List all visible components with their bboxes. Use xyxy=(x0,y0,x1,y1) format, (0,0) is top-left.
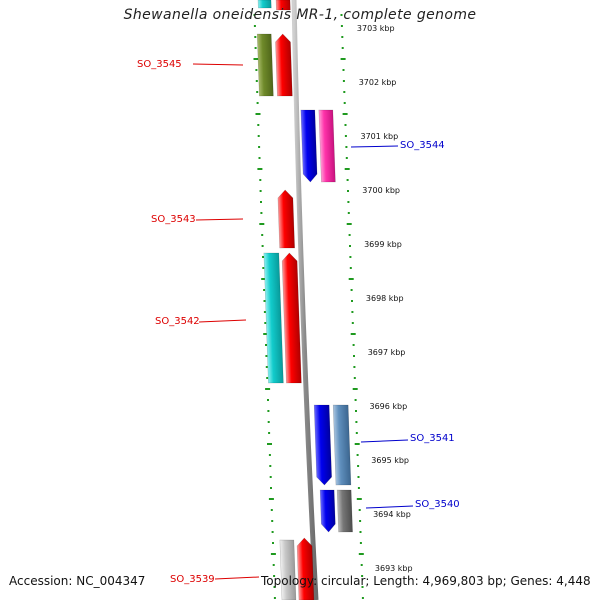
genome-title: Shewanella oneidensis MR-1, complete gen… xyxy=(123,7,477,23)
gene-arrow-so3543 xyxy=(277,189,295,249)
genome-backbone xyxy=(291,0,319,600)
gene-leader-line xyxy=(350,145,399,148)
gene-arrow-so3544-pink xyxy=(318,109,336,183)
tick-label: 3701 kbp xyxy=(361,132,399,141)
gene-label: SO_3540 xyxy=(415,499,460,510)
genome-summary-text: Topology: circular; Length: 4,969,803 bp… xyxy=(261,574,591,588)
ruler-right-dots xyxy=(340,14,364,599)
tick-label: 3703 kbp xyxy=(357,24,395,33)
gene-label: SO_3544 xyxy=(400,140,445,151)
gene-arrow-olive xyxy=(256,33,274,97)
gene-arrow-lightgray xyxy=(279,539,297,600)
gene-leader-line xyxy=(198,319,247,323)
tick-label: 3694 kbp xyxy=(373,510,411,519)
ruler-left-dots xyxy=(253,14,276,599)
tick-label: 3693 kbp xyxy=(375,564,413,573)
gene-label: SO_3545 xyxy=(137,59,182,70)
kbp-tick-labels: 3703 kbp 3702 kbp 3701 kbp 3700 kbp 3699 kbp… xyxy=(357,24,413,573)
tick-label: 3698 kbp xyxy=(366,294,404,303)
gene-label: SO_3543 xyxy=(151,214,196,225)
gene-arrow-so3539 xyxy=(296,537,315,600)
gene-arrow-cyan-top xyxy=(257,0,272,9)
tick-label: 3695 kbp xyxy=(371,456,409,465)
gene-labels: SO_3545 SO_3544 SO_3543 SO_3542 SO_3541 SO_35… xyxy=(137,59,460,585)
gene-arrow-red-top xyxy=(275,0,291,11)
gene-leader-line xyxy=(360,439,409,443)
gene-arrow-so3545 xyxy=(275,33,293,97)
gene-leader-line xyxy=(365,505,414,509)
tick-label: 3700 kbp xyxy=(362,186,400,195)
gene-label: SO_3539 xyxy=(170,574,215,585)
gene-leader-line xyxy=(214,576,260,580)
gene-arrow-so3544-blue xyxy=(300,109,318,183)
gene-arrow-so3542-cyan xyxy=(263,252,284,384)
gene-label: SO_3542 xyxy=(155,316,200,327)
tick-label: 3699 kbp xyxy=(364,240,402,249)
accession-text: Accession: NC_004347 xyxy=(9,574,146,588)
ruler xyxy=(253,14,364,599)
gene-arrow-so3542-red xyxy=(281,252,302,384)
tick-label: 3702 kbp xyxy=(359,78,397,87)
tick-label: 3697 kbp xyxy=(368,348,406,357)
gene-label: SO_3541 xyxy=(410,433,455,444)
gene-features xyxy=(256,0,353,600)
gene-leader-line xyxy=(195,218,244,221)
tick-label: 3696 kbp xyxy=(370,402,408,411)
gene-arrow-so3540-gray xyxy=(336,489,353,533)
gene-arrow-so3541-blue xyxy=(313,404,332,486)
gene-leader-line xyxy=(192,63,244,66)
gene-arrow-so3540-blue xyxy=(319,489,336,533)
gene-arrow-so3541-steel xyxy=(332,404,352,486)
